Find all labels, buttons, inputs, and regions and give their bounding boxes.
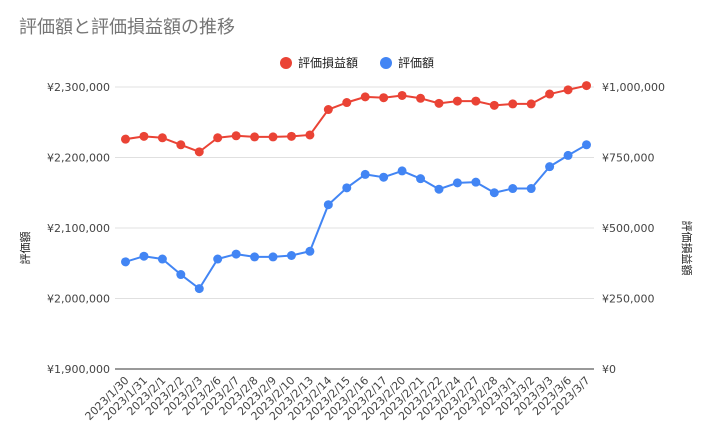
left-tick-label: ¥2,000,000	[47, 293, 110, 306]
data-point	[342, 98, 352, 108]
data-point	[121, 257, 130, 267]
left-axis-title: 評価額	[18, 232, 32, 265]
data-point	[121, 134, 130, 144]
left-tick-label: ¥2,200,000	[47, 152, 110, 165]
left-tick-label: ¥2,100,000	[47, 222, 110, 235]
data-point	[526, 184, 536, 194]
data-point	[471, 177, 481, 187]
right-tick-label: ¥0	[602, 363, 616, 376]
data-point	[194, 284, 204, 294]
gridlines	[115, 86, 594, 370]
data-point	[323, 200, 333, 210]
data-point	[157, 133, 167, 143]
legend-marker-valuation	[380, 57, 392, 69]
data-point	[231, 131, 241, 141]
data-point	[250, 252, 260, 262]
data-point	[489, 188, 499, 198]
right-tick-label: ¥250,000	[602, 293, 655, 306]
data-point	[452, 96, 462, 106]
data-point	[526, 99, 536, 109]
data-point	[176, 270, 186, 280]
series-layer	[121, 81, 591, 294]
data-point	[194, 147, 204, 157]
data-point	[508, 99, 518, 109]
series-valuation	[121, 140, 591, 294]
data-point	[268, 252, 278, 262]
data-point	[582, 140, 591, 150]
data-point	[360, 169, 370, 179]
legend: 評価損益額 評価額	[280, 55, 434, 70]
data-point	[397, 166, 407, 176]
data-point	[323, 105, 333, 115]
legend-label-profit: 評価損益額	[298, 55, 358, 70]
data-point	[379, 172, 389, 182]
data-point	[434, 98, 444, 108]
data-point	[305, 246, 315, 256]
data-point	[563, 150, 573, 160]
legend-label-valuation: 評価額	[398, 55, 434, 70]
series-profit	[121, 81, 591, 157]
data-point	[231, 249, 241, 259]
data-point	[434, 184, 444, 194]
legend-marker-profit	[280, 57, 292, 69]
right-axis-ticks: ¥0 ¥250,000 ¥500,000 ¥750,000 ¥1,000,000	[602, 81, 665, 376]
x-axis-ticks: 2023/1/302023/1/312023/2/12023/2/22023/2…	[83, 374, 593, 423]
data-point	[213, 133, 223, 143]
right-tick-label: ¥1,000,000	[602, 81, 665, 94]
data-point	[379, 93, 389, 103]
chart-title: 評価額と評価損益額の推移	[19, 17, 235, 38]
left-axis-ticks: ¥1,900,000 ¥2,000,000 ¥2,100,000 ¥2,200,000…	[47, 81, 110, 376]
data-point	[582, 81, 591, 91]
data-point	[157, 254, 167, 264]
right-axis-title: 評価損益額	[680, 221, 694, 276]
data-point	[286, 131, 296, 141]
data-point	[416, 174, 426, 184]
left-tick-label: ¥2,300,000	[47, 81, 110, 94]
right-tick-label: ¥500,000	[602, 222, 655, 235]
data-point	[452, 178, 462, 188]
left-tick-label: ¥1,900,000	[47, 363, 110, 376]
series-line	[125, 84, 587, 153]
data-point	[416, 93, 426, 103]
data-point	[545, 162, 555, 172]
data-point	[471, 96, 481, 106]
data-point	[305, 130, 315, 140]
data-point	[139, 251, 149, 261]
right-tick-label: ¥750,000	[602, 152, 655, 165]
data-point	[489, 100, 499, 110]
series-line	[125, 143, 587, 290]
data-point	[176, 140, 186, 150]
data-point	[508, 184, 518, 194]
data-point	[563, 85, 573, 95]
data-point	[342, 183, 352, 193]
data-point	[250, 132, 260, 142]
data-point	[286, 250, 296, 260]
data-point	[139, 131, 149, 141]
data-point	[360, 92, 370, 102]
data-point	[545, 89, 555, 99]
data-point	[268, 132, 278, 142]
data-point	[213, 254, 223, 264]
data-point	[397, 90, 407, 100]
